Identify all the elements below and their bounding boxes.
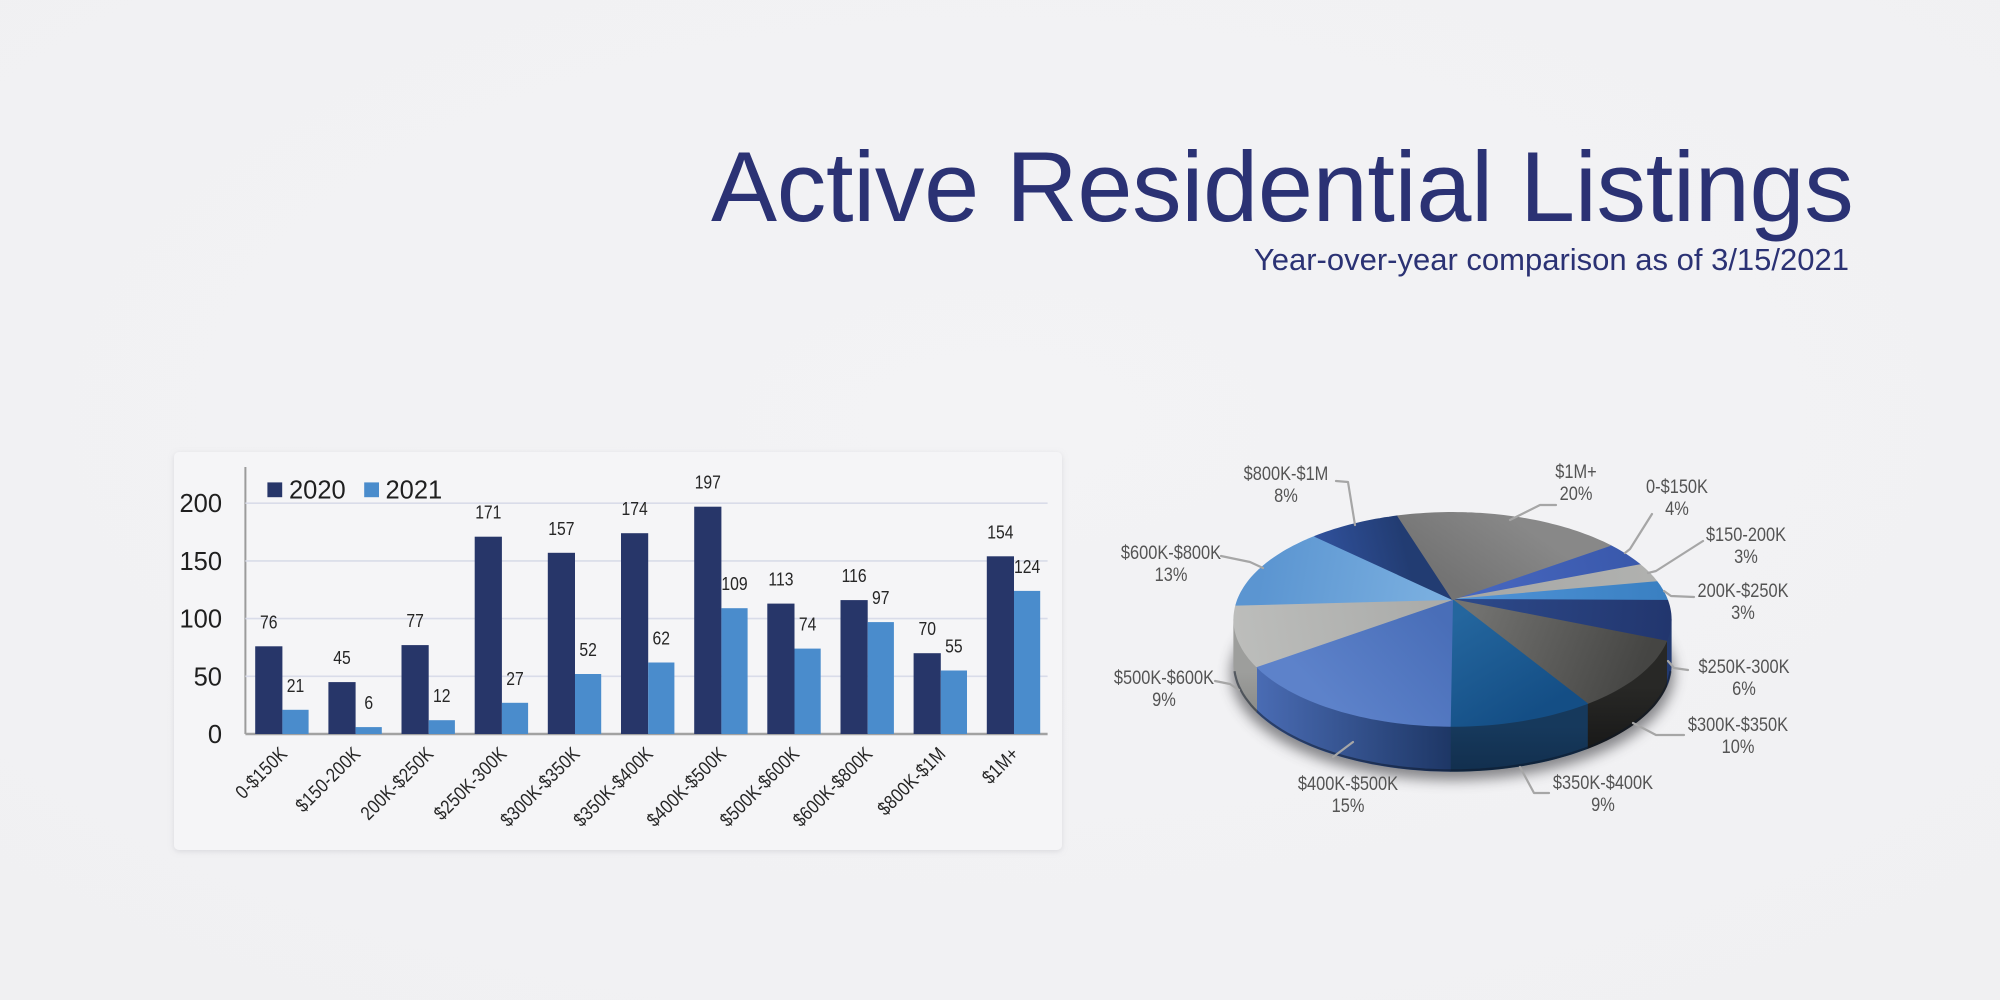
svg-text:$800K-$1M: $800K-$1M [1244, 463, 1329, 485]
svg-text:$1M+: $1M+ [1555, 461, 1596, 483]
svg-text:Active Residential Listings: Active Residential Listings [711, 131, 1854, 242]
svg-text:3%: 3% [1731, 602, 1755, 624]
svg-text:$600K-$800K: $600K-$800K [1121, 542, 1221, 564]
svg-text:55: 55 [945, 635, 962, 657]
svg-text:97: 97 [872, 587, 889, 609]
svg-text:2020: 2020 [289, 477, 346, 505]
svg-text:74: 74 [799, 613, 817, 635]
svg-text:77: 77 [406, 610, 423, 632]
svg-text:15%: 15% [1332, 795, 1365, 817]
svg-text:45: 45 [333, 647, 350, 669]
svg-text:27: 27 [506, 668, 523, 690]
svg-text:$400K-$500K: $400K-$500K [1298, 773, 1398, 795]
svg-text:$300K-$350K: $300K-$350K [1688, 714, 1788, 736]
svg-text:200: 200 [179, 490, 222, 518]
svg-text:76: 76 [260, 611, 277, 633]
svg-text:2021: 2021 [386, 477, 443, 505]
svg-text:10%: 10% [1722, 736, 1755, 758]
svg-text:$250K-300K: $250K-300K [1698, 656, 1789, 678]
svg-text:4%: 4% [1665, 498, 1689, 520]
svg-text:62: 62 [653, 627, 670, 649]
svg-text:150: 150 [179, 548, 222, 576]
svg-text:6%: 6% [1732, 678, 1756, 700]
svg-text:154: 154 [987, 521, 1014, 543]
svg-text:Year-over-year comparison as o: Year-over-year comparison as of 3/15/202… [1254, 242, 1849, 277]
svg-text:124: 124 [1014, 556, 1041, 578]
svg-text:21: 21 [287, 675, 304, 697]
svg-text:113: 113 [768, 568, 793, 590]
svg-text:157: 157 [548, 518, 574, 540]
svg-text:174: 174 [621, 498, 648, 520]
svg-text:8%: 8% [1274, 485, 1298, 507]
svg-text:$350K-$400K: $350K-$400K [1553, 772, 1653, 794]
svg-text:$500K-$600K: $500K-$600K [1114, 667, 1214, 689]
svg-text:0-$150K: 0-$150K [1646, 476, 1708, 498]
svg-text:9%: 9% [1152, 689, 1176, 711]
svg-text:50: 50 [194, 663, 222, 691]
svg-text:171: 171 [475, 501, 501, 523]
svg-text:197: 197 [695, 471, 721, 493]
svg-text:20%: 20% [1560, 483, 1593, 505]
svg-text:6: 6 [364, 692, 373, 714]
svg-text:3%: 3% [1734, 546, 1758, 568]
svg-text:109: 109 [721, 573, 747, 595]
svg-text:12: 12 [433, 685, 450, 707]
svg-text:9%: 9% [1591, 794, 1615, 816]
svg-text:116: 116 [842, 565, 867, 587]
svg-text:13%: 13% [1155, 564, 1188, 586]
svg-text:200K-$250K: 200K-$250K [1697, 580, 1788, 602]
svg-text:70: 70 [918, 618, 935, 640]
svg-text:$150-200K: $150-200K [1706, 524, 1786, 546]
svg-text:0: 0 [208, 721, 222, 749]
svg-text:52: 52 [579, 639, 596, 661]
svg-text:100: 100 [179, 606, 222, 634]
